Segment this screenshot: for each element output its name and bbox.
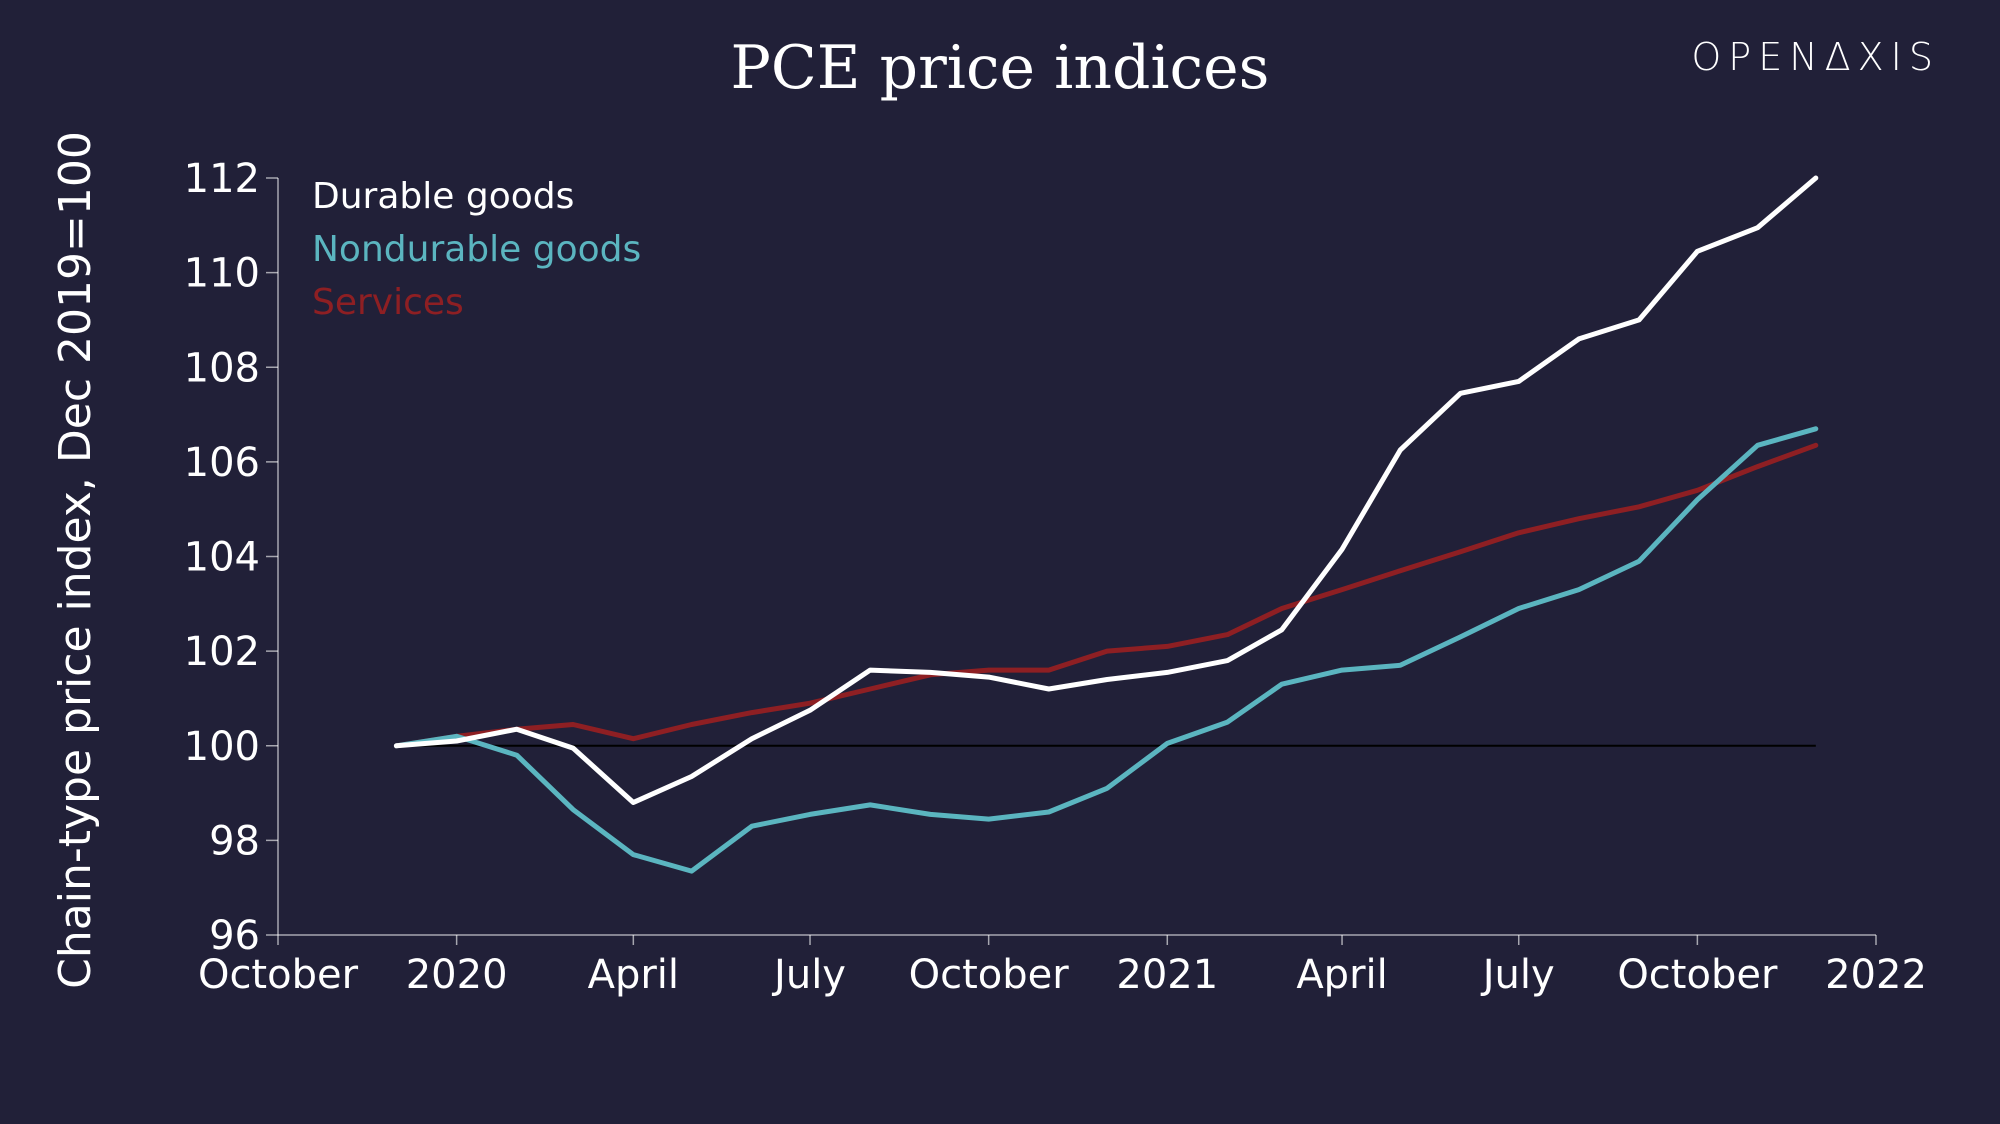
x-tick-label: 2022 [1825, 952, 1927, 998]
x-tick-label: July [771, 952, 846, 998]
y-tick-label: 104 [184, 535, 260, 581]
y-tick-label: 110 [184, 251, 260, 297]
series-lines [393, 175, 1819, 874]
tick-labels: 96 98 100 102 104 106 108 110 112 October 2020 Apri… [184, 156, 1927, 998]
y-tick-label: 108 [184, 345, 260, 391]
x-tick-label: 2020 [406, 952, 508, 998]
axes [266, 177, 1877, 945]
y-tick-label: 102 [184, 629, 260, 675]
x-tick-label: October [909, 952, 1070, 998]
y-tick-label: 98 [209, 818, 260, 864]
series-line-nondurable-goods [393, 426, 1819, 874]
y-tick-label: 112 [184, 156, 260, 202]
y-tick-label: 96 [209, 913, 260, 959]
x-tick-label: October [198, 952, 359, 998]
x-tick-label: April [1296, 952, 1387, 998]
legend-item-nondurable-goods: Nondurable goods [312, 229, 641, 270]
x-tick-label: July [1480, 952, 1555, 998]
legend: Durable goods Nondurable goods Services [312, 176, 641, 323]
legend-item-services: Services [312, 282, 464, 323]
x-tick-label: 2021 [1116, 952, 1218, 998]
chart-title: PCE price indices [731, 33, 1270, 103]
y-axis-label: Chain-type price index, Dec 2019=100 [50, 131, 101, 989]
x-tick-label: April [588, 952, 679, 998]
legend-item-durable-goods: Durable goods [312, 176, 574, 217]
y-tick-label: 106 [184, 440, 260, 486]
y-tick-label: 100 [184, 724, 260, 770]
brand-logo: OPENΔXIS [1691, 35, 1940, 79]
series-line-durable-goods [393, 175, 1819, 805]
x-tick-label: October [1617, 952, 1778, 998]
series-line-services [393, 442, 1819, 749]
